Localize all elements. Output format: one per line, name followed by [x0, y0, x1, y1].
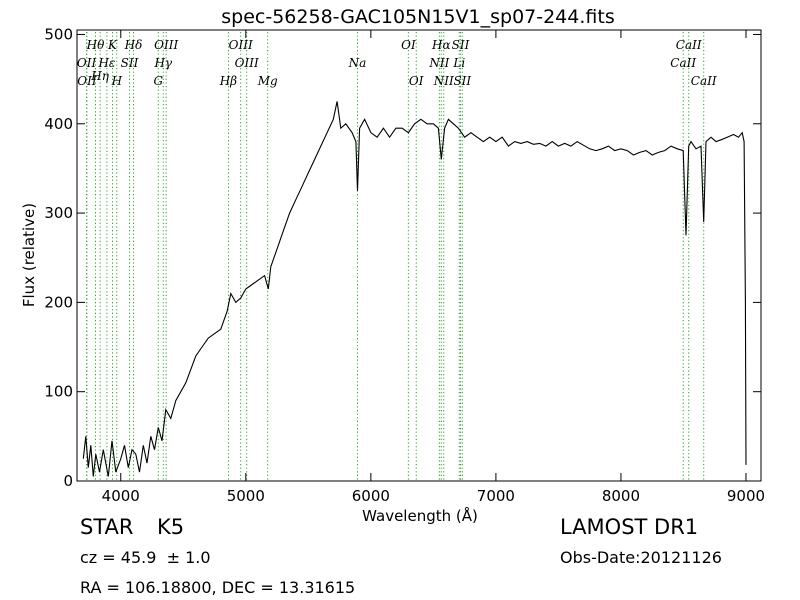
observation-date: Obs-Date:20121126: [560, 548, 722, 567]
x-axis-ticks: 4000 5000 6000 7000 8000 9000: [102, 30, 765, 505]
line-label: Hθ: [86, 38, 105, 52]
line-label: OI: [409, 74, 424, 88]
line-label: K: [107, 38, 118, 52]
line-label: CaII: [670, 56, 696, 70]
line-label: NII: [428, 56, 449, 70]
line-label: Hδ: [124, 38, 143, 52]
x-tick-label: 8000: [602, 487, 640, 505]
line-label: NII: [433, 74, 454, 88]
line-label: SII: [453, 74, 471, 88]
x-tick-label: 6000: [352, 487, 390, 505]
line-label: OIII: [235, 56, 259, 70]
survey-name: LAMOST DR1: [560, 515, 699, 539]
y-tick-label: 300: [44, 204, 73, 222]
chart-title: spec-56258-GAC105N15V1_sp07-244.fits: [221, 6, 614, 28]
plot-frame: [76, 29, 762, 482]
line-label: OII: [77, 74, 97, 88]
line-label: H: [111, 74, 123, 88]
line-label: OIII: [229, 38, 253, 52]
line-label: CaII: [676, 38, 702, 52]
spectral-subclass: K5: [157, 515, 185, 539]
line-marker-layer: [86, 32, 705, 481]
y-tick-label: 500: [44, 25, 73, 43]
line-label: OIII: [154, 38, 178, 52]
line-label: SII: [452, 38, 470, 52]
line-label: Hγ: [153, 56, 172, 70]
line-label: Hε: [97, 56, 115, 70]
line-label: Li: [452, 56, 465, 70]
x-tick-label: 5000: [227, 487, 265, 505]
x-tick-label: 4000: [102, 487, 140, 505]
line-label: Hβ: [219, 74, 237, 88]
x-tick-label: 7000: [477, 487, 515, 505]
y-tick-label: 400: [44, 115, 73, 133]
line-label: OII: [77, 56, 97, 70]
y-tick-label: 0: [63, 472, 73, 490]
y-tick-label: 100: [44, 383, 73, 401]
object-class: STAR: [80, 515, 134, 539]
x-tick-label: 9000: [727, 487, 765, 505]
line-label: CaII: [691, 74, 717, 88]
line-label: Hη: [90, 69, 109, 83]
spectrum-line: [82, 101, 747, 477]
sky-coordinates: RA = 106.18800, DEC = 13.31615: [80, 578, 356, 597]
line-label: Na: [348, 56, 367, 70]
line-label: Hα: [431, 38, 451, 52]
line-label: Mg: [257, 74, 278, 88]
line-label: SII: [121, 56, 139, 70]
line-label: G: [154, 74, 164, 88]
redshift-info: cz = 45.9 ± 1.0: [80, 548, 211, 567]
line-label: OI: [401, 38, 416, 52]
y-axis-label: Flux (relative): [20, 203, 38, 307]
y-tick-label: 200: [44, 293, 73, 311]
y-axis-ticks: 0 100 200 300 400 500: [44, 25, 761, 490]
x-axis-label: Wavelength (Å): [362, 506, 478, 525]
